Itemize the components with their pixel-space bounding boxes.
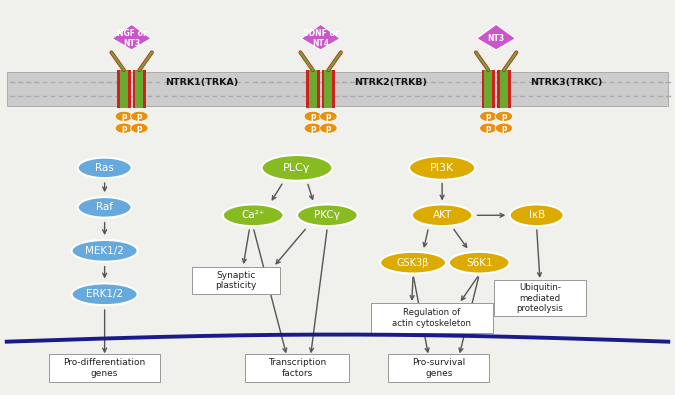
Text: p: p xyxy=(501,112,507,121)
Circle shape xyxy=(320,111,337,121)
Text: p: p xyxy=(325,124,331,133)
Circle shape xyxy=(320,123,337,134)
Polygon shape xyxy=(477,24,516,50)
Text: ERK1/2: ERK1/2 xyxy=(86,289,123,299)
Circle shape xyxy=(495,123,513,134)
Ellipse shape xyxy=(223,205,284,226)
Circle shape xyxy=(479,123,497,134)
Circle shape xyxy=(304,111,321,121)
Ellipse shape xyxy=(72,240,138,262)
FancyBboxPatch shape xyxy=(192,267,280,294)
Text: Ras: Ras xyxy=(95,163,114,173)
Ellipse shape xyxy=(510,205,564,226)
FancyBboxPatch shape xyxy=(49,354,161,382)
Text: Regulation of
actin cytoskeleton: Regulation of actin cytoskeleton xyxy=(392,308,472,328)
Text: p: p xyxy=(485,124,491,133)
FancyBboxPatch shape xyxy=(244,354,350,382)
Text: BDNF or
NT4: BDNF or NT4 xyxy=(303,29,338,48)
Circle shape xyxy=(304,123,321,134)
Text: S6K1: S6K1 xyxy=(466,258,493,268)
Text: p: p xyxy=(310,112,316,121)
Text: Raf: Raf xyxy=(96,202,113,213)
Text: p: p xyxy=(121,124,127,133)
Ellipse shape xyxy=(261,155,332,181)
Text: NT3: NT3 xyxy=(487,34,505,43)
Text: Transcription
factors: Transcription factors xyxy=(268,358,326,378)
Text: Pro-survival
genes: Pro-survival genes xyxy=(412,358,465,378)
Ellipse shape xyxy=(78,197,132,218)
Text: Synaptic
plasticity: Synaptic plasticity xyxy=(215,271,257,290)
Text: GSK3β: GSK3β xyxy=(397,258,429,268)
Text: MEK1/2: MEK1/2 xyxy=(85,246,124,256)
Text: PKCγ: PKCγ xyxy=(315,210,340,220)
Ellipse shape xyxy=(409,156,475,180)
FancyBboxPatch shape xyxy=(388,354,489,382)
Text: Pro-differentiation
genes: Pro-differentiation genes xyxy=(63,358,146,378)
Ellipse shape xyxy=(78,158,132,178)
Circle shape xyxy=(131,111,148,121)
Circle shape xyxy=(131,123,148,134)
Ellipse shape xyxy=(412,205,472,226)
Text: p: p xyxy=(310,124,316,133)
Text: AKT: AKT xyxy=(433,210,452,220)
Text: NGF or
NT3: NGF or NT3 xyxy=(117,29,146,48)
Text: NTRK1(TRKA): NTRK1(TRKA) xyxy=(165,79,239,87)
Text: p: p xyxy=(325,112,331,121)
Text: Ubiquitin-
mediated
proteolysis: Ubiquitin- mediated proteolysis xyxy=(516,283,564,313)
Ellipse shape xyxy=(380,252,446,273)
Circle shape xyxy=(115,111,132,121)
Text: Ca²⁺: Ca²⁺ xyxy=(242,210,265,220)
Ellipse shape xyxy=(449,252,510,273)
FancyBboxPatch shape xyxy=(7,72,668,105)
Ellipse shape xyxy=(297,205,358,226)
Text: IκB: IκB xyxy=(529,210,545,220)
Text: NTRK2(TRKB): NTRK2(TRKB) xyxy=(354,79,427,87)
Polygon shape xyxy=(301,24,340,50)
FancyBboxPatch shape xyxy=(494,280,585,316)
Text: p: p xyxy=(121,112,127,121)
Text: NTRK3(TRKC): NTRK3(TRKC) xyxy=(530,79,602,87)
Circle shape xyxy=(115,123,132,134)
Text: p: p xyxy=(501,124,507,133)
FancyBboxPatch shape xyxy=(371,303,493,333)
Text: p: p xyxy=(136,112,142,121)
Text: PLCγ: PLCγ xyxy=(284,163,310,173)
Ellipse shape xyxy=(72,284,138,305)
Polygon shape xyxy=(112,24,151,50)
Text: p: p xyxy=(485,112,491,121)
Circle shape xyxy=(479,111,497,121)
Text: PI3K: PI3K xyxy=(430,163,454,173)
Circle shape xyxy=(495,111,513,121)
Text: p: p xyxy=(136,124,142,133)
